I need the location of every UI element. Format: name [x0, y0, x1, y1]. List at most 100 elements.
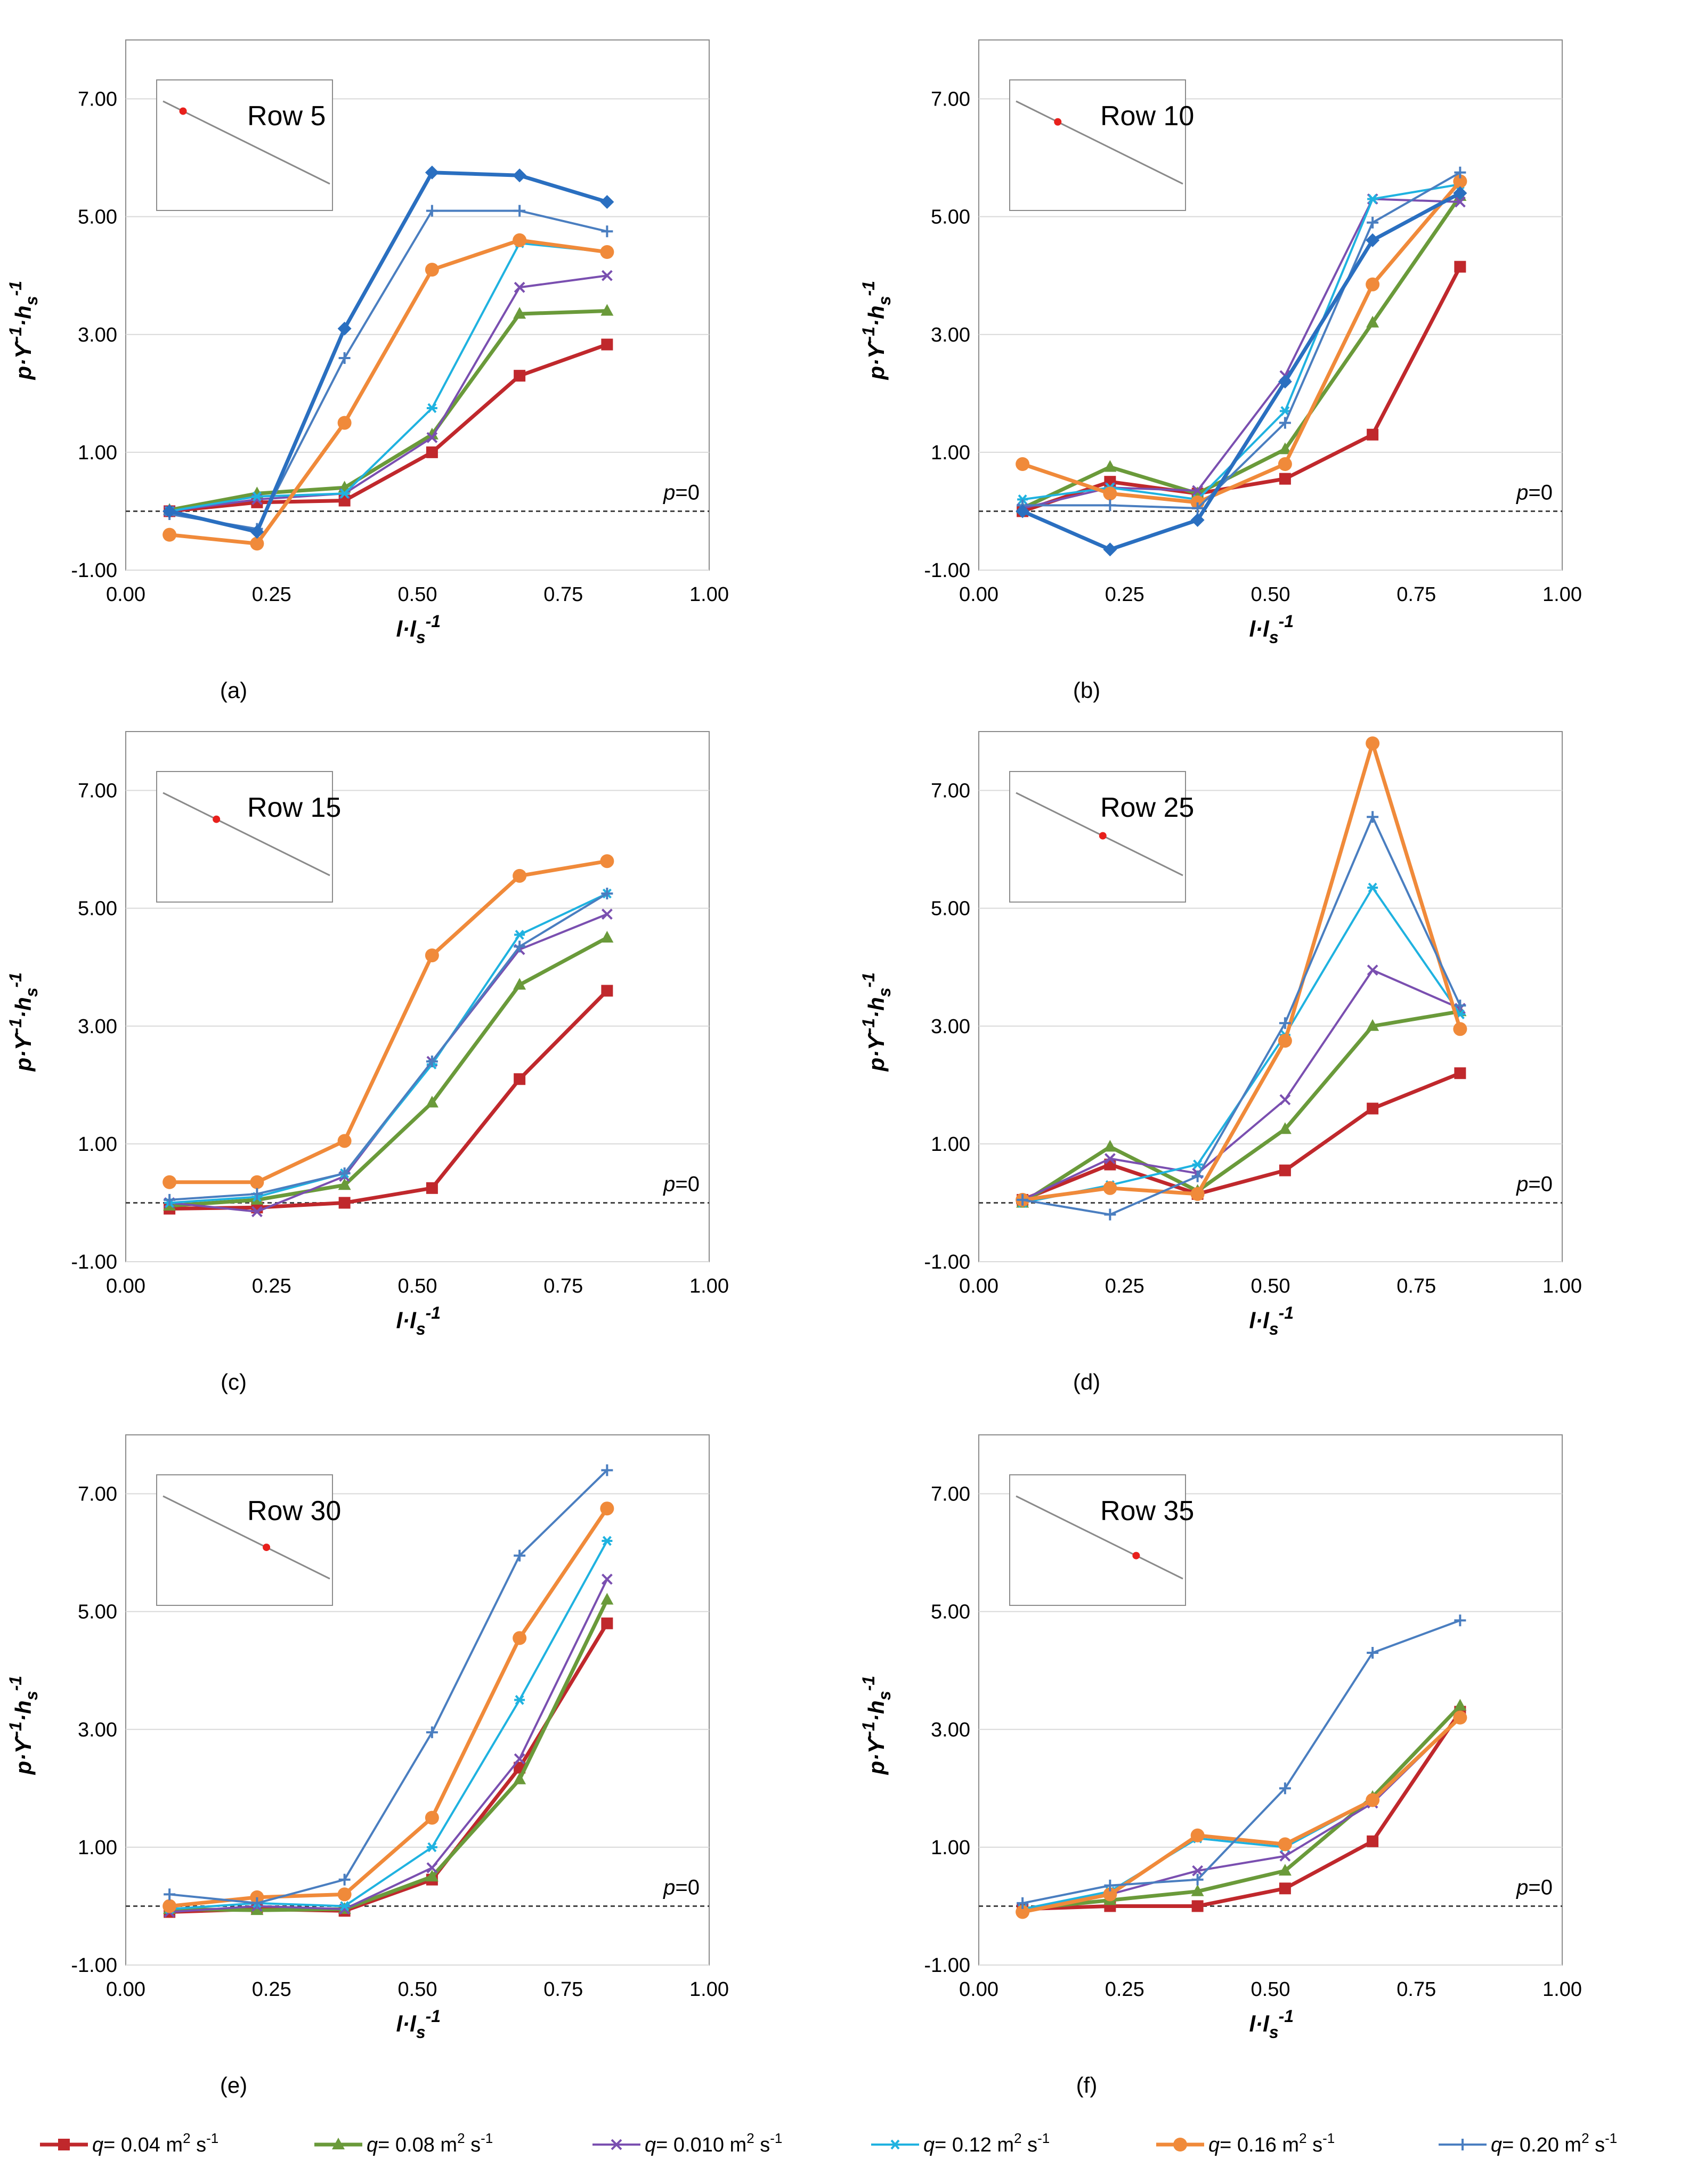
inset-row-marker — [1054, 118, 1062, 126]
x-tick-label: 0.25 — [252, 1978, 291, 2001]
inset-box — [1009, 771, 1186, 903]
data-point — [250, 1890, 264, 1904]
row-label: Row 35 — [1100, 1496, 1194, 1527]
x-tick-label: 1.00 — [1542, 1275, 1582, 1297]
data-point — [338, 352, 351, 364]
data-point — [1366, 315, 1379, 328]
series-line — [169, 209, 607, 530]
series-7 — [1016, 186, 1467, 557]
data-point — [601, 908, 613, 920]
data-point — [251, 1897, 263, 1909]
series-line — [169, 1469, 608, 1904]
data-point — [601, 985, 613, 997]
x-tick-label: 0.00 — [959, 1978, 998, 2001]
y-axis-title: p·ϒ-1·hs-1 — [6, 1676, 41, 1775]
data-point — [338, 1178, 351, 1190]
series-5 — [1016, 736, 1467, 1207]
data-point — [251, 1188, 263, 1200]
x-axis-title: l·ls-1 — [396, 612, 441, 647]
data-point — [1192, 1865, 1204, 1877]
data-point — [163, 527, 177, 542]
data-point — [514, 930, 525, 940]
x-tick-label: 0.50 — [398, 1978, 437, 2001]
zero-line-label: p=0 — [1516, 1876, 1553, 1899]
x-tick-label: 0.75 — [1397, 1978, 1436, 2001]
y-tick-label: -1.00 — [924, 559, 970, 582]
data-point — [1190, 1187, 1205, 1201]
inset-row-marker — [1132, 1552, 1140, 1560]
data-point — [1104, 476, 1116, 488]
data-point — [1367, 811, 1379, 823]
series-line — [169, 238, 607, 546]
x-tick-label: 1.00 — [1542, 583, 1582, 606]
legend-marker — [58, 2139, 70, 2150]
y-tick-label: 5.00 — [78, 206, 117, 229]
series-line — [1022, 1704, 1462, 1911]
data-point — [602, 1536, 613, 1546]
data-point — [338, 1197, 351, 1209]
data-point — [1278, 375, 1292, 389]
y-tick-label: 3.00 — [78, 1719, 117, 1741]
data-point — [600, 930, 614, 943]
data-point — [1454, 196, 1466, 208]
data-point — [337, 321, 352, 336]
data-point — [1278, 1034, 1292, 1048]
data-point — [1279, 473, 1291, 485]
data-point — [1191, 1900, 1204, 1912]
data-point — [163, 1899, 177, 1913]
series-line — [1022, 741, 1462, 1202]
panel-caption: (b) — [1073, 678, 1100, 703]
x-axis-title: l·ls-1 — [1249, 2007, 1294, 2042]
data-point — [425, 1095, 439, 1108]
data-point — [600, 854, 614, 868]
inset-row-marker — [213, 815, 221, 823]
data-point — [1192, 485, 1204, 497]
series-line — [169, 343, 608, 513]
series-line — [1021, 191, 1462, 551]
y-axis-title: p·ϒ-1·hs-1 — [859, 1676, 894, 1775]
y-axis-title: p·ϒ-1·hs-1 — [859, 972, 894, 1071]
zero-line-label: p=0 — [663, 481, 700, 504]
data-point — [251, 1206, 263, 1217]
row-label: Row 10 — [1100, 101, 1194, 132]
inset-flume-line — [163, 792, 330, 876]
data-point — [426, 446, 438, 458]
inset-flume-line — [163, 1495, 330, 1580]
data-point — [425, 1870, 439, 1882]
data-point — [513, 307, 526, 319]
series-4 — [164, 1536, 613, 1914]
series-6 — [1017, 811, 1466, 1221]
data-point — [1103, 1181, 1117, 1195]
data-point — [339, 488, 350, 499]
zero-line-label: p=0 — [663, 1876, 700, 1899]
y-tick-label: 1.00 — [931, 1133, 970, 1156]
series-line — [169, 242, 607, 513]
data-point — [1016, 504, 1030, 518]
legend-label: q= 0.20 m2 s-1 — [1491, 2130, 1617, 2156]
data-point — [1279, 417, 1291, 429]
data-point — [513, 1631, 527, 1645]
y-tick-label: 7.00 — [78, 88, 117, 111]
inset-flume-line — [1016, 100, 1183, 185]
data-point — [1278, 1837, 1292, 1852]
data-point — [426, 205, 438, 217]
data-point — [337, 1887, 352, 1902]
data-point — [1278, 1864, 1292, 1876]
data-point — [1279, 1094, 1291, 1106]
x-tick-label: 0.75 — [1397, 583, 1436, 606]
legend-item-5: q= 0.16 m2 s-1 — [1156, 2130, 1335, 2156]
data-point — [426, 403, 437, 413]
data-point — [1367, 1647, 1379, 1659]
data-point — [1454, 261, 1466, 273]
data-point — [601, 1617, 613, 1629]
legend-marker — [1457, 2139, 1468, 2150]
x-tick-label: 0.75 — [1397, 1275, 1436, 1297]
y-tick-label: 1.00 — [931, 442, 970, 464]
y-tick-label: 5.00 — [78, 1601, 117, 1623]
data-point — [426, 1726, 438, 1739]
inset-flume-line — [1016, 1495, 1183, 1580]
y-tick-label: 3.00 — [931, 1016, 970, 1038]
data-point — [1454, 1000, 1466, 1012]
data-point — [164, 1194, 176, 1206]
data-point — [1190, 1828, 1205, 1842]
